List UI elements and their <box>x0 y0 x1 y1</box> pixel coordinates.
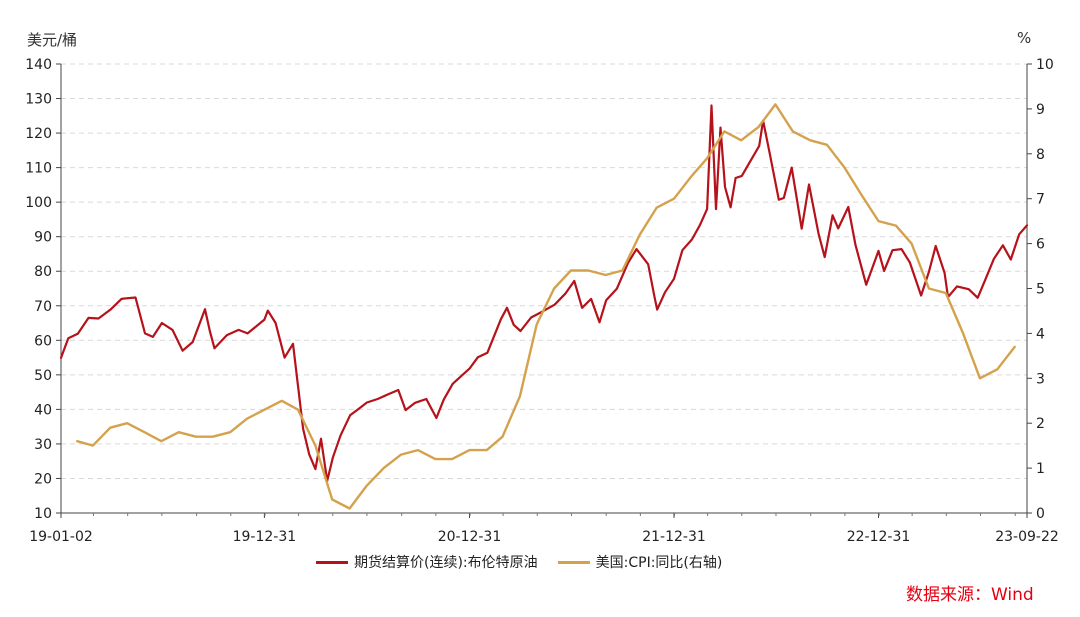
right-axis-tick-label: 9 <box>1036 102 1045 118</box>
line-chart: 10 20 30 40 50 60 70 80 90 100 110 120 130 140 0 1 2 3 4 5 6… <box>25 57 1059 545</box>
left-axis-tick-label: 70 <box>34 299 52 315</box>
series-line-brent <box>59 104 1029 482</box>
x-axis-tick-label: 23-09-22 <box>995 529 1059 545</box>
legend-item-cpi: 美国:CPI:同比(右轴) <box>557 552 723 572</box>
right-axis-tick-label: 6 <box>1036 237 1045 253</box>
x-axis-tick-label: 21-12-31 <box>642 529 706 545</box>
source-label: 数据来源：Wind <box>906 585 1034 605</box>
right-axis-tick-label: 1 <box>1036 461 1045 477</box>
right-axis-tick-label: 10 <box>1036 57 1054 73</box>
left-axis-tick-label: 10 <box>34 506 52 522</box>
right-axis-tick-label: 0 <box>1036 506 1045 522</box>
left-axis-tick-label: 40 <box>34 402 52 418</box>
legend: 期货结算价(连续):布伦特原油 美国:CPI:同比(右轴) <box>316 552 722 572</box>
x-axis-tick-label: 19-12-31 <box>233 529 297 545</box>
left-axis-tick-label: 60 <box>34 333 52 349</box>
left-axis-tick-label: 110 <box>25 161 52 177</box>
legend-label-brent: 期货结算价(连续):布伦特原油 <box>354 555 538 571</box>
left-axis-unit: 美元/桶 <box>27 31 78 49</box>
right-axis-tick-label: 4 <box>1036 326 1045 342</box>
left-axis-tick-label: 140 <box>25 57 52 73</box>
right-axis-tick-label: 8 <box>1036 147 1045 163</box>
right-axis-tick-label: 2 <box>1036 416 1045 432</box>
right-axis-tick-label: 7 <box>1036 192 1045 208</box>
left-axis-tick-label: 120 <box>25 126 52 142</box>
left-axis-tick-label: 20 <box>34 471 52 487</box>
x-axis-tick-label: 20-12-31 <box>438 529 502 545</box>
left-axis-tick-label: 50 <box>34 368 52 384</box>
legend-label-cpi: 美国:CPI:同比(右轴) <box>595 555 723 571</box>
right-axis-tick-label: 5 <box>1036 282 1045 298</box>
left-axis-tick-label: 130 <box>25 92 52 108</box>
left-axis-tick-label: 80 <box>34 264 52 280</box>
left-axis-tick-label: 30 <box>34 437 52 453</box>
right-axis-tick-label: 3 <box>1036 371 1045 387</box>
legend-swatch-cpi <box>557 560 590 564</box>
left-axis-tick-label: 90 <box>34 230 52 246</box>
x-axis-tick-label: 22-12-31 <box>847 529 911 545</box>
series-line-cpi <box>75 103 1016 510</box>
legend-item-brent: 期货结算价(连续):布伦特原油 <box>316 552 538 572</box>
x-axis-tick-label: 19-01-02 <box>29 529 93 545</box>
left-axis-tick-label: 100 <box>25 195 52 211</box>
legend-swatch-brent <box>316 560 348 564</box>
right-axis-unit: % <box>1017 29 1032 47</box>
